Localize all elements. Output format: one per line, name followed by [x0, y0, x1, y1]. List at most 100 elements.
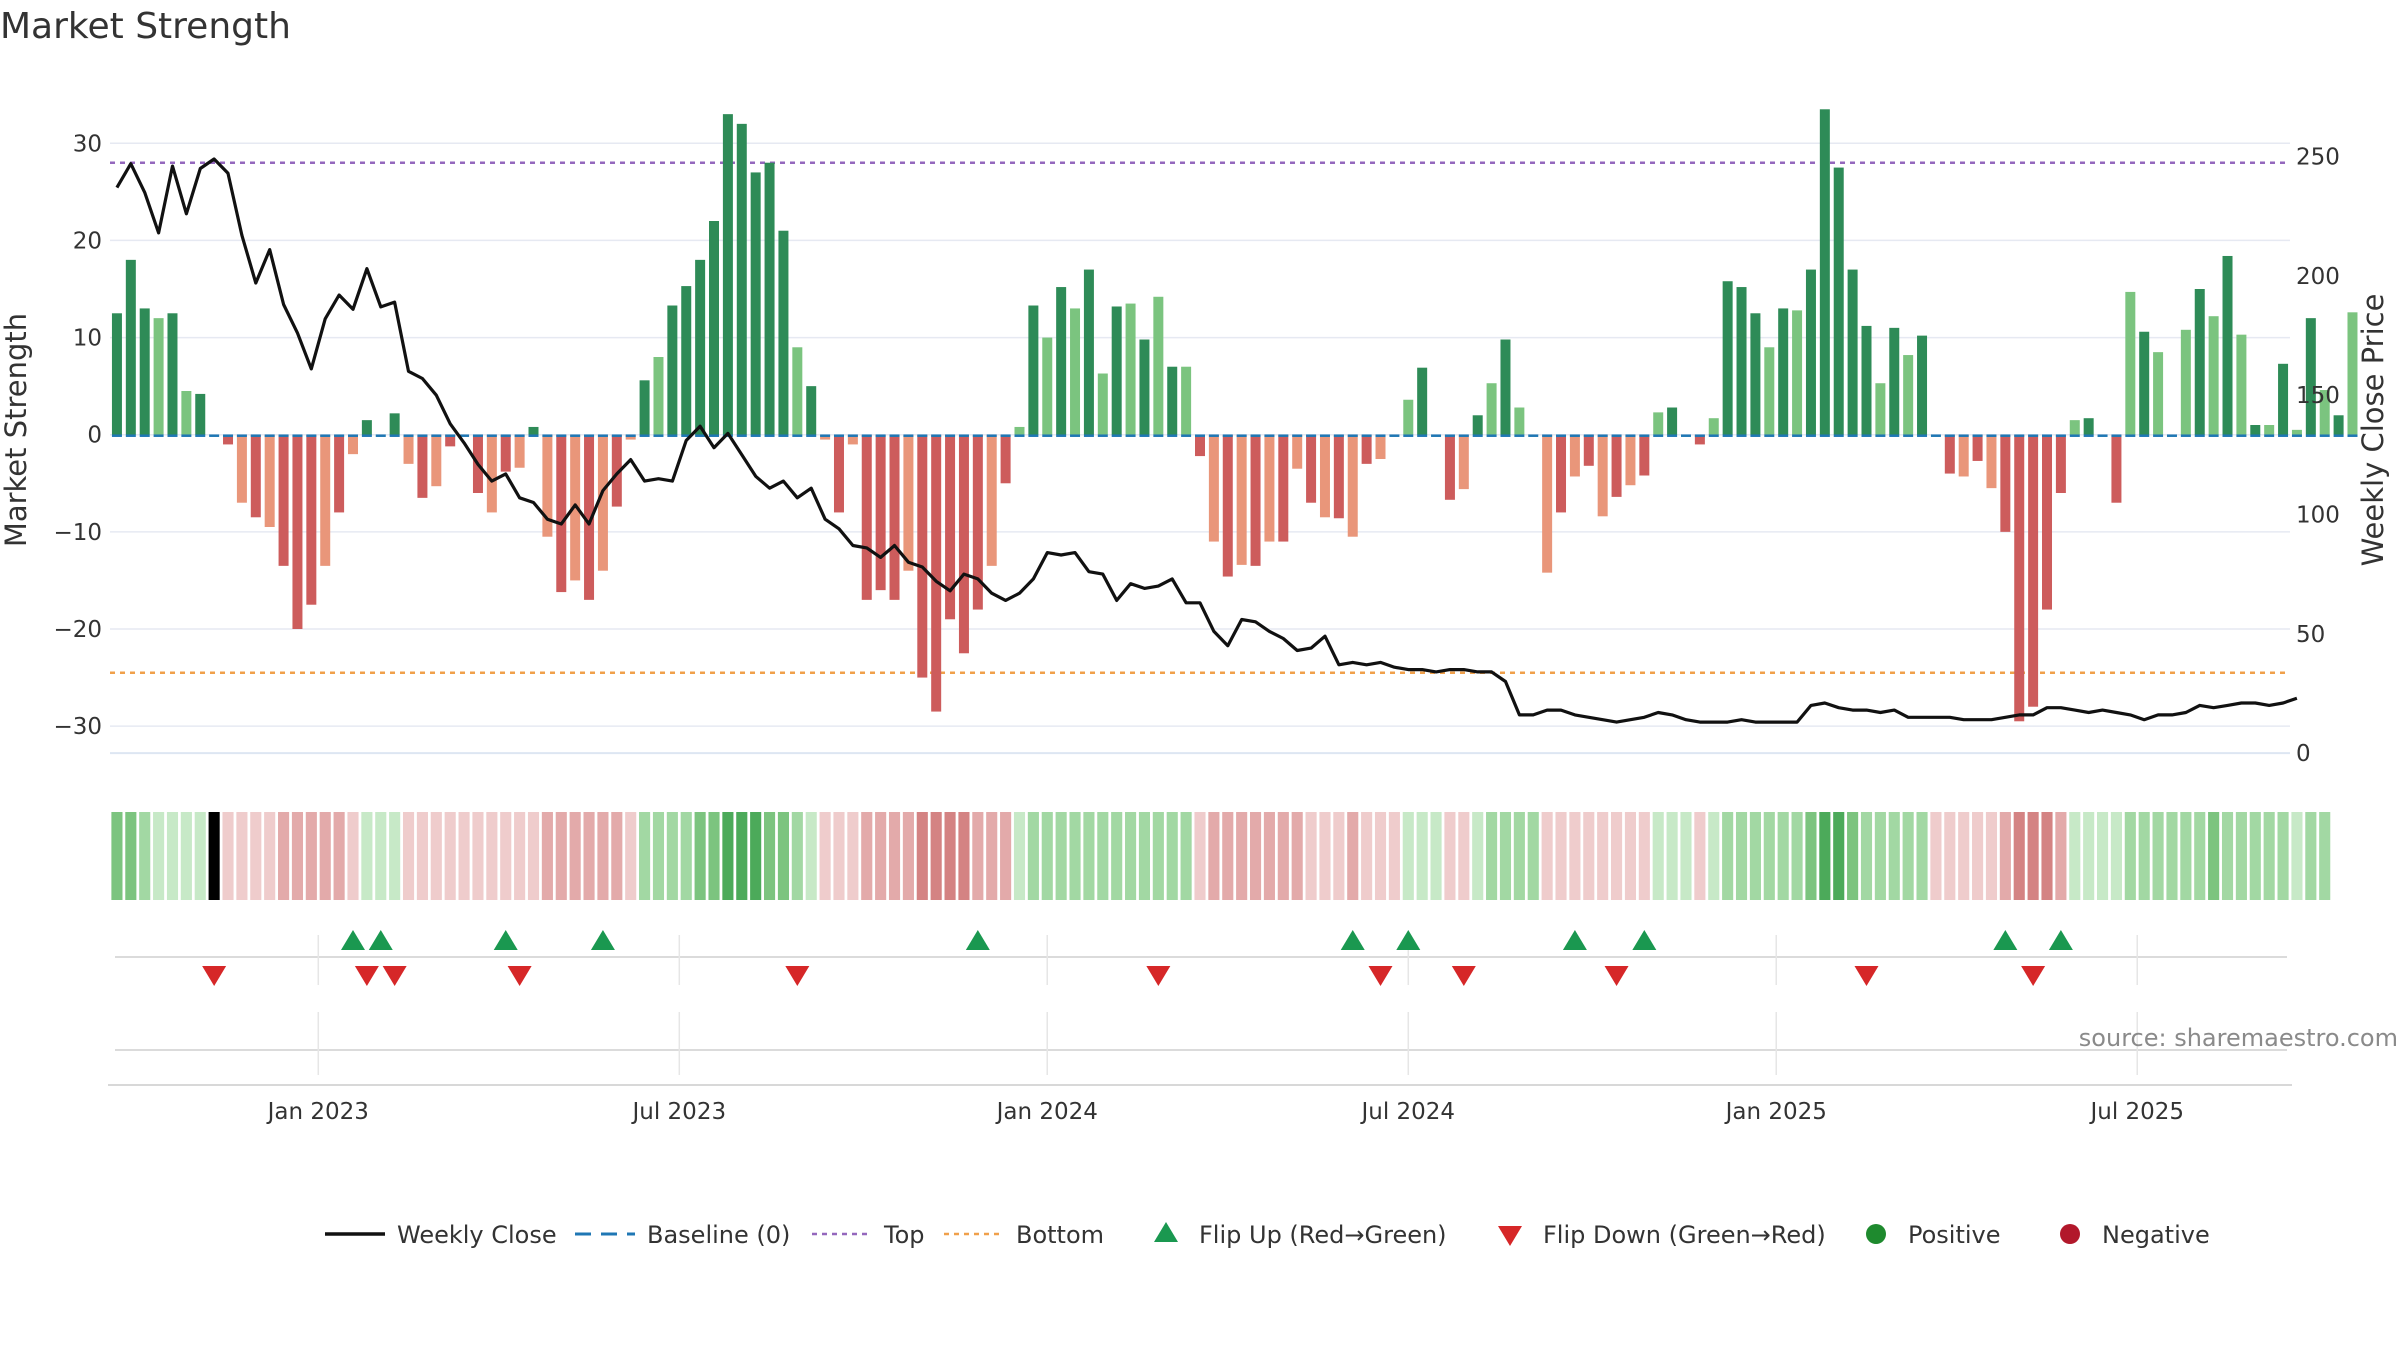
- strength-bar: [875, 434, 886, 591]
- strength-bar: [1625, 434, 1636, 486]
- band-cell: [402, 812, 415, 900]
- strength-bar: [223, 434, 234, 445]
- band-cell: [652, 812, 665, 900]
- strength-bar: [847, 434, 858, 445]
- band-cell: [611, 812, 623, 900]
- strength-bar: [500, 434, 511, 472]
- band-cell: [1041, 812, 1053, 900]
- band-cell: [333, 812, 345, 900]
- right-tick-label: 100: [2296, 502, 2340, 528]
- legend-label: Flip Up (Red→Green): [1199, 1221, 1447, 1249]
- strength-bar: [986, 434, 997, 566]
- legend-swatch: [1866, 1224, 1886, 1244]
- flip-up-marker: [1562, 930, 1587, 950]
- strength-bar: [1694, 434, 1705, 445]
- flip-down-marker: [1146, 966, 1171, 986]
- band-cell: [291, 812, 304, 900]
- strength-bar: [1639, 434, 1650, 476]
- strength-bar: [292, 434, 303, 629]
- band-cell: [750, 812, 762, 900]
- left-axis-label: Market Strength: [0, 313, 33, 547]
- band-cell: [347, 812, 359, 900]
- strength-bar: [1792, 310, 1803, 435]
- strength-bar: [1764, 347, 1775, 435]
- strength-bar: [2000, 434, 2011, 532]
- strength-bar: [709, 221, 720, 435]
- band-cell: [2319, 812, 2331, 900]
- strength-bar: [1111, 306, 1122, 435]
- strength-bar: [1167, 366, 1178, 435]
- band-cell: [1708, 812, 1720, 900]
- band-cell: [1333, 812, 1345, 900]
- left-tick-label: −10: [53, 520, 102, 546]
- strength-bar: [347, 434, 358, 455]
- x-tick-label: Jul 2025: [2088, 1099, 2184, 1125]
- band-cell: [2277, 812, 2289, 900]
- band-cell: [916, 812, 928, 900]
- band-cell: [1291, 812, 1303, 900]
- strength-bar: [514, 434, 525, 468]
- strength-bar: [2208, 316, 2219, 435]
- strength-bar: [958, 434, 969, 654]
- strength-bar: [361, 420, 372, 435]
- band-cell: [2027, 812, 2039, 900]
- band-cell: [1916, 812, 1928, 900]
- band-cell: [1319, 812, 1331, 900]
- band-cell: [2249, 812, 2261, 900]
- strength-bar: [1222, 434, 1233, 577]
- band-cell: [583, 812, 595, 900]
- strength-bar: [764, 162, 775, 435]
- band-cell: [597, 812, 609, 900]
- strength-bar: [806, 386, 817, 435]
- band-cell: [1347, 812, 1359, 900]
- band-cell: [1374, 812, 1387, 900]
- band-cell: [2208, 812, 2220, 900]
- left-tick-label: 30: [73, 131, 102, 157]
- strength-bar: [2333, 415, 2344, 435]
- band-cell: [125, 812, 137, 900]
- band-cell: [430, 812, 442, 900]
- strength-bar: [403, 434, 414, 464]
- strength-bar: [1264, 434, 1275, 542]
- band-cell: [1111, 812, 1123, 900]
- band-cell: [1819, 812, 1831, 900]
- strength-bar: [1667, 407, 1678, 435]
- left-axis-ticks: 30 20 10 0 −10 −20 −30: [53, 131, 102, 740]
- band-cell: [722, 812, 734, 900]
- strength-bar: [250, 434, 261, 518]
- strength-bar: [1778, 308, 1789, 435]
- band-cell: [500, 812, 512, 900]
- band-cell: [1652, 812, 1664, 900]
- strength-bar: [1444, 434, 1455, 500]
- band-cell: [1361, 812, 1373, 900]
- strength-bar: [1542, 434, 1553, 573]
- legend-item: Top: [812, 1221, 925, 1249]
- strength-bar: [1847, 269, 1858, 435]
- band-cell: [527, 812, 540, 900]
- band-cell: [888, 812, 901, 900]
- band-cell: [2110, 812, 2122, 900]
- band-cell: [305, 812, 317, 900]
- strength-bar: [445, 434, 456, 447]
- strength-bar: [681, 286, 692, 435]
- strength-bar: [431, 434, 442, 487]
- x-tick-label: Jul 2024: [1359, 1099, 1455, 1125]
- flip-up-marker: [1340, 930, 1365, 950]
- band-cell: [472, 812, 484, 900]
- source-label: source: sharemaestro.com: [2079, 1024, 2398, 1052]
- band-cell: [639, 812, 651, 900]
- band-cell: [1763, 812, 1775, 900]
- strength-bar: [1292, 434, 1303, 469]
- band-cell: [208, 812, 220, 900]
- strength-bar: [1347, 434, 1358, 537]
- strength-bar: [236, 434, 247, 503]
- band-cell: [958, 812, 970, 900]
- band-cell: [250, 812, 262, 900]
- band-cell: [1236, 812, 1248, 900]
- band-cell: [541, 812, 553, 900]
- flip-up-marker: [1396, 930, 1421, 950]
- band-cell: [1722, 812, 1734, 900]
- strength-bar: [2028, 434, 2039, 707]
- flip-up-marker: [590, 930, 615, 950]
